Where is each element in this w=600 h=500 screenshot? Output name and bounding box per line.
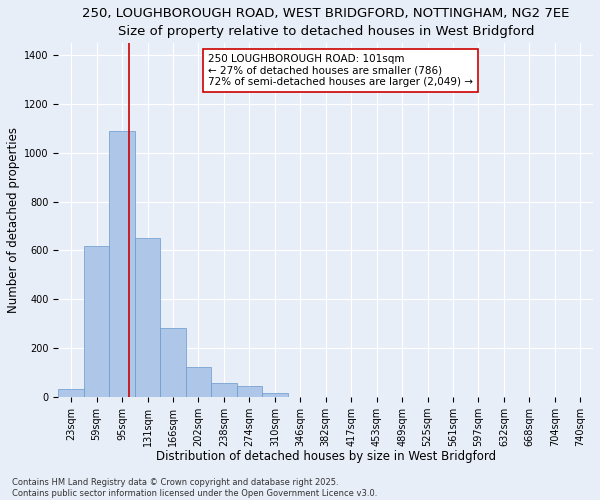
Bar [262, 393, 287, 396]
Text: 250 LOUGHBOROUGH ROAD: 101sqm
← 27% of detached houses are smaller (786)
72% of : 250 LOUGHBOROUGH ROAD: 101sqm ← 27% of d… [208, 54, 473, 87]
Title: 250, LOUGHBOROUGH ROAD, WEST BRIDGFORD, NOTTINGHAM, NG2 7EE
Size of property rel: 250, LOUGHBOROUGH ROAD, WEST BRIDGFORD, … [82, 7, 569, 38]
Bar [160, 328, 186, 396]
Bar [84, 246, 109, 396]
Bar [211, 384, 236, 396]
Bar [135, 238, 160, 396]
Text: Contains HM Land Registry data © Crown copyright and database right 2025.
Contai: Contains HM Land Registry data © Crown c… [12, 478, 377, 498]
X-axis label: Distribution of detached houses by size in West Bridgford: Distribution of detached houses by size … [155, 450, 496, 463]
Bar [58, 390, 84, 396]
Y-axis label: Number of detached properties: Number of detached properties [7, 127, 20, 313]
Bar [186, 368, 211, 396]
Bar [236, 386, 262, 396]
Bar [109, 131, 135, 396]
